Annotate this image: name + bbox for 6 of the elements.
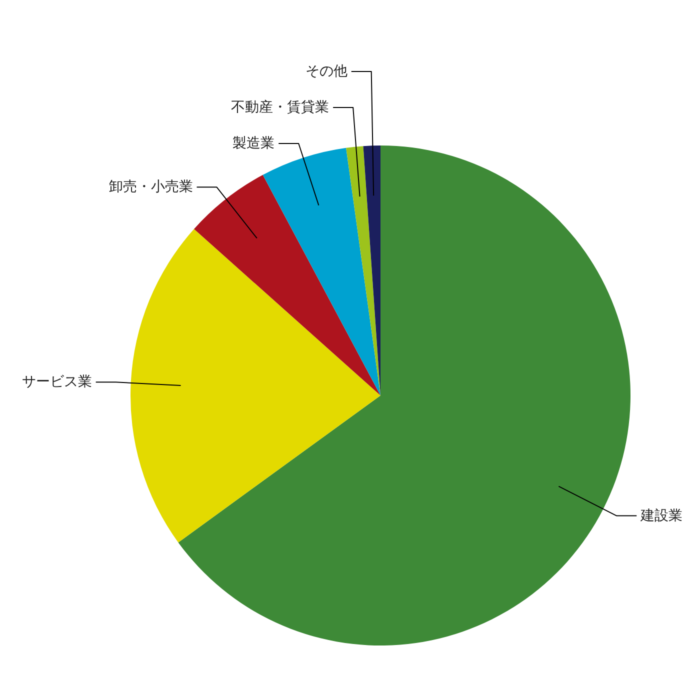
- slice-label: その他: [305, 63, 348, 80]
- slice-label: 卸売・小売業: [108, 179, 193, 196]
- slice-label: 建設業: [640, 508, 683, 524]
- slice-label: 不動産・賃貸業: [231, 99, 330, 116]
- slice-label: サービス業: [22, 374, 92, 390]
- slice-label: 製造業: [232, 135, 275, 152]
